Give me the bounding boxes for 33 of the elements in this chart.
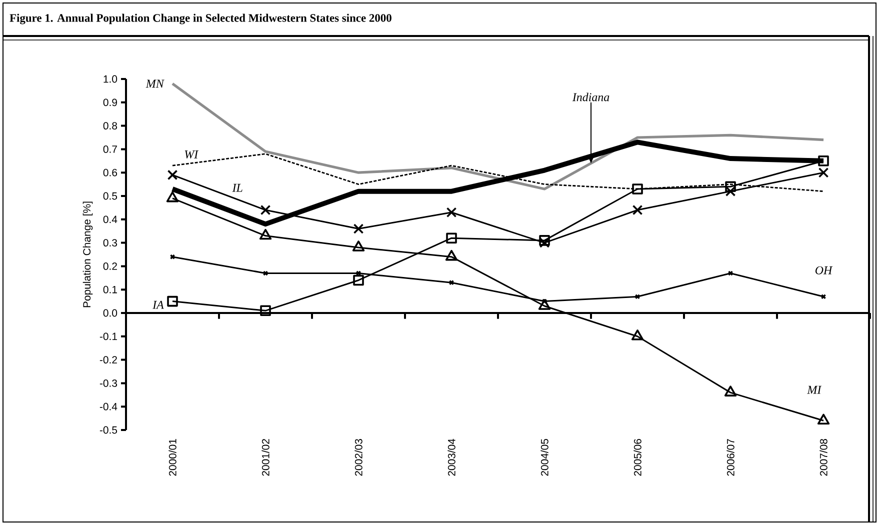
x-tick-label: 2003/04 <box>448 438 456 476</box>
y-tick-label: 0.0 <box>103 309 118 317</box>
series-label: WI <box>184 150 199 159</box>
y-tick-label: 0.5 <box>103 192 118 200</box>
x-tick-label: 2001/02 <box>262 439 270 476</box>
x-tick-label: 2006/07 <box>726 439 734 476</box>
y-tick-label: -0.2 <box>100 356 117 364</box>
chart-title: Figure 1. Annual Population Change in Selected Midwestern States since 2000 <box>10 14 392 24</box>
text: Indiana <box>572 92 610 102</box>
y-tick-label: -0.5 <box>100 426 118 434</box>
x-tick-label: 2004/05 <box>540 438 548 476</box>
y-axis-title: Population Change [%] <box>82 202 93 308</box>
x-tick-label: 2005/06 <box>634 438 642 476</box>
y-tick-label: -0.4 <box>100 402 118 410</box>
y-tick-label: 0.1 <box>103 286 117 294</box>
y-tick-label: 1.0 <box>104 75 118 83</box>
series-label: IA <box>152 300 164 309</box>
x-tick-label: 2000/01 <box>168 439 176 476</box>
series-label: OH <box>815 266 833 274</box>
y-tick-label: -0.1 <box>100 332 117 340</box>
y-tick-label: 0.4 <box>103 216 118 224</box>
x-tick-label: 2007/08 <box>820 438 828 476</box>
series-label: IL <box>232 184 242 192</box>
x-tick-label: 2002/03 <box>354 438 362 476</box>
y-tick-label: 0.7 <box>103 146 117 153</box>
y-tick-label: -0.3 <box>100 380 118 387</box>
y-tick-label: 0.9 <box>103 98 117 106</box>
series-label: MI <box>807 386 822 394</box>
y-tick-label: 0.2 <box>103 262 117 270</box>
y-tick-label: 0.3 <box>103 239 118 247</box>
series-label: MN <box>146 80 164 88</box>
y-tick-label: 0.8 <box>103 122 118 130</box>
y-tick-label: 0.6 <box>103 168 118 176</box>
